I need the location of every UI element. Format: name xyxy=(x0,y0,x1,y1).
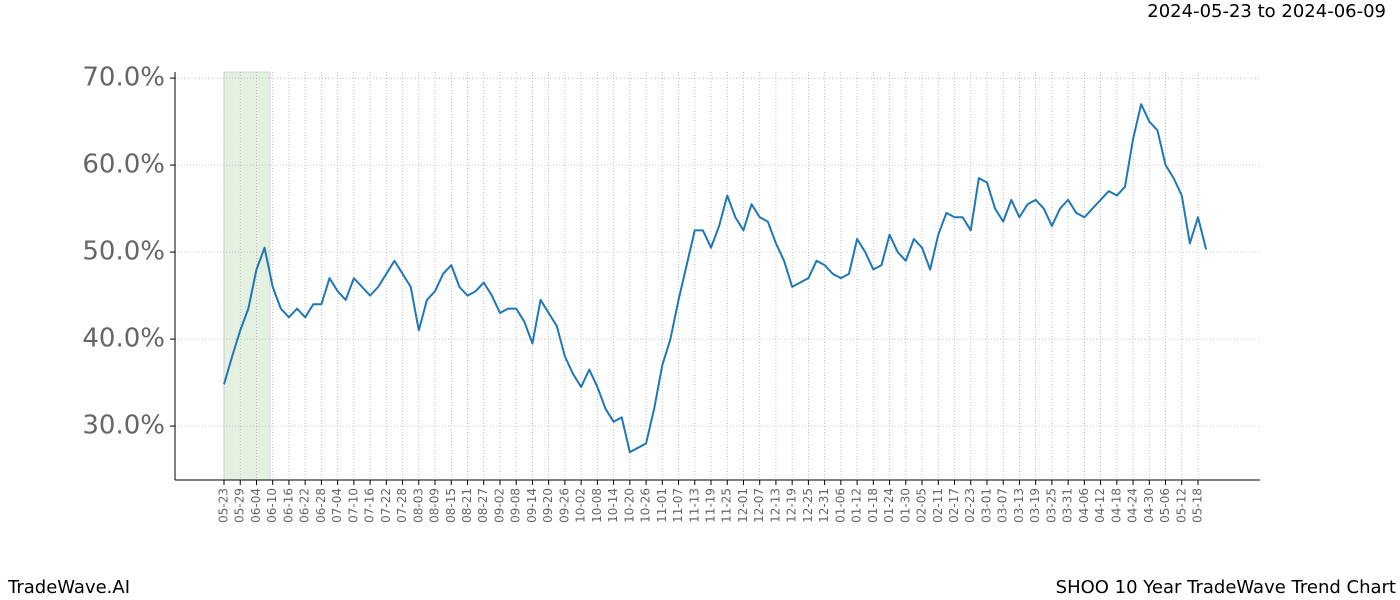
x-tick-label: 10-20 xyxy=(622,488,636,523)
x-tick-label: 06-10 xyxy=(265,488,279,523)
x-tick-label: 03-07 xyxy=(996,488,1010,523)
brand: TradeWave.AI xyxy=(7,577,130,598)
x-tick-label: 09-20 xyxy=(541,488,555,523)
x-tick-label: 08-27 xyxy=(476,488,490,523)
x-tick-label: 04-12 xyxy=(1093,488,1107,523)
x-tick-label: 01-06 xyxy=(833,488,847,523)
x-tick-label: 06-22 xyxy=(298,488,312,523)
x-tick-label: 10-08 xyxy=(590,488,604,523)
x-tick-label: 08-09 xyxy=(428,488,442,523)
x-tick-label: 05-18 xyxy=(1191,488,1205,523)
x-tick-label: 05-29 xyxy=(233,488,247,523)
x-tick-label: 10-26 xyxy=(639,488,653,523)
x-tick-label: 11-25 xyxy=(720,488,734,523)
x-tick-label: 04-18 xyxy=(1109,488,1123,523)
x-tick-label: 09-08 xyxy=(509,488,523,523)
x-tick-label: 12-07 xyxy=(752,488,766,523)
highlight-window xyxy=(223,71,271,481)
x-tick-label: 05-12 xyxy=(1174,488,1188,523)
x-tick-label: 02-05 xyxy=(915,488,929,523)
y-tick-label: 50.0% xyxy=(82,237,165,267)
x-tick-label: 09-02 xyxy=(492,488,506,523)
x-tick-label: 10-14 xyxy=(606,488,620,523)
x-tick-label: 12-31 xyxy=(817,488,831,523)
x-tick-label: 09-14 xyxy=(525,488,539,523)
x-tick-label: 06-04 xyxy=(249,488,263,523)
x-tick-label: 08-15 xyxy=(444,488,458,523)
x-tick-label: 02-23 xyxy=(963,488,977,523)
x-tick-label: 08-21 xyxy=(460,488,474,523)
x-tick-label: 02-17 xyxy=(947,488,961,523)
x-tick-label: 04-24 xyxy=(1126,488,1140,523)
x-tick-label: 01-18 xyxy=(866,488,880,523)
x-tick-label: 06-28 xyxy=(314,488,328,523)
x-tick-label: 12-19 xyxy=(785,488,799,523)
plot-area: 30.0% 40.0% 50.0% 60.0% 70.0% 05-23 05-29 06-04… xyxy=(82,63,1260,523)
chart-title: SHOO 10 Year TradeWave Trend Chart xyxy=(1056,577,1396,598)
x-tick-label: 03-19 xyxy=(1028,488,1042,523)
x-tick-label: 12-25 xyxy=(801,488,815,523)
date-range: 2024-05-23 to 2024-06-09 xyxy=(1147,1,1386,22)
x-tick-label: 10-02 xyxy=(574,488,588,523)
x-tick-label: 02-11 xyxy=(931,488,945,523)
y-tick-label: 70.0% xyxy=(82,63,165,93)
x-tick-label: 07-28 xyxy=(395,488,409,523)
x-tick-label: 12-01 xyxy=(736,488,750,523)
x-tick-label: 05-23 xyxy=(217,488,231,523)
x-tick-label: 04-06 xyxy=(1077,488,1091,523)
x-tick-label: 06-16 xyxy=(281,488,295,523)
x-tick-label: 03-13 xyxy=(1012,488,1026,523)
x-tick-label: 01-30 xyxy=(898,488,912,523)
x-tick-label: 11-19 xyxy=(704,488,718,523)
x-tick-label: 07-16 xyxy=(363,488,377,523)
x-tick-label: 08-03 xyxy=(411,488,425,523)
x-tick-label: 09-26 xyxy=(557,488,571,523)
x-tick-label: 03-31 xyxy=(1061,488,1075,523)
x-tick-label: 07-22 xyxy=(379,488,393,523)
x-tick-label: 05-06 xyxy=(1158,488,1172,523)
x-tick-label: 11-13 xyxy=(687,488,701,523)
x-tick-label: 11-01 xyxy=(655,488,669,523)
y-tick-label: 60.0% xyxy=(82,150,165,180)
y-tick-label: 30.0% xyxy=(82,411,165,441)
x-tick-label: 03-25 xyxy=(1044,488,1058,523)
x-tick-label: 07-10 xyxy=(346,488,360,523)
x-tick-label: 07-04 xyxy=(330,488,344,523)
x-tick-label: 03-01 xyxy=(979,488,993,523)
trend-line xyxy=(223,103,1208,454)
x-tick-label: 04-30 xyxy=(1142,488,1156,523)
y-tick-label: 40.0% xyxy=(82,324,165,354)
x-tick-label: 01-24 xyxy=(882,488,896,523)
x-tick-label: 01-12 xyxy=(850,488,864,523)
x-tick-label: 11-07 xyxy=(671,488,685,523)
x-tick-label: 12-13 xyxy=(768,488,782,523)
